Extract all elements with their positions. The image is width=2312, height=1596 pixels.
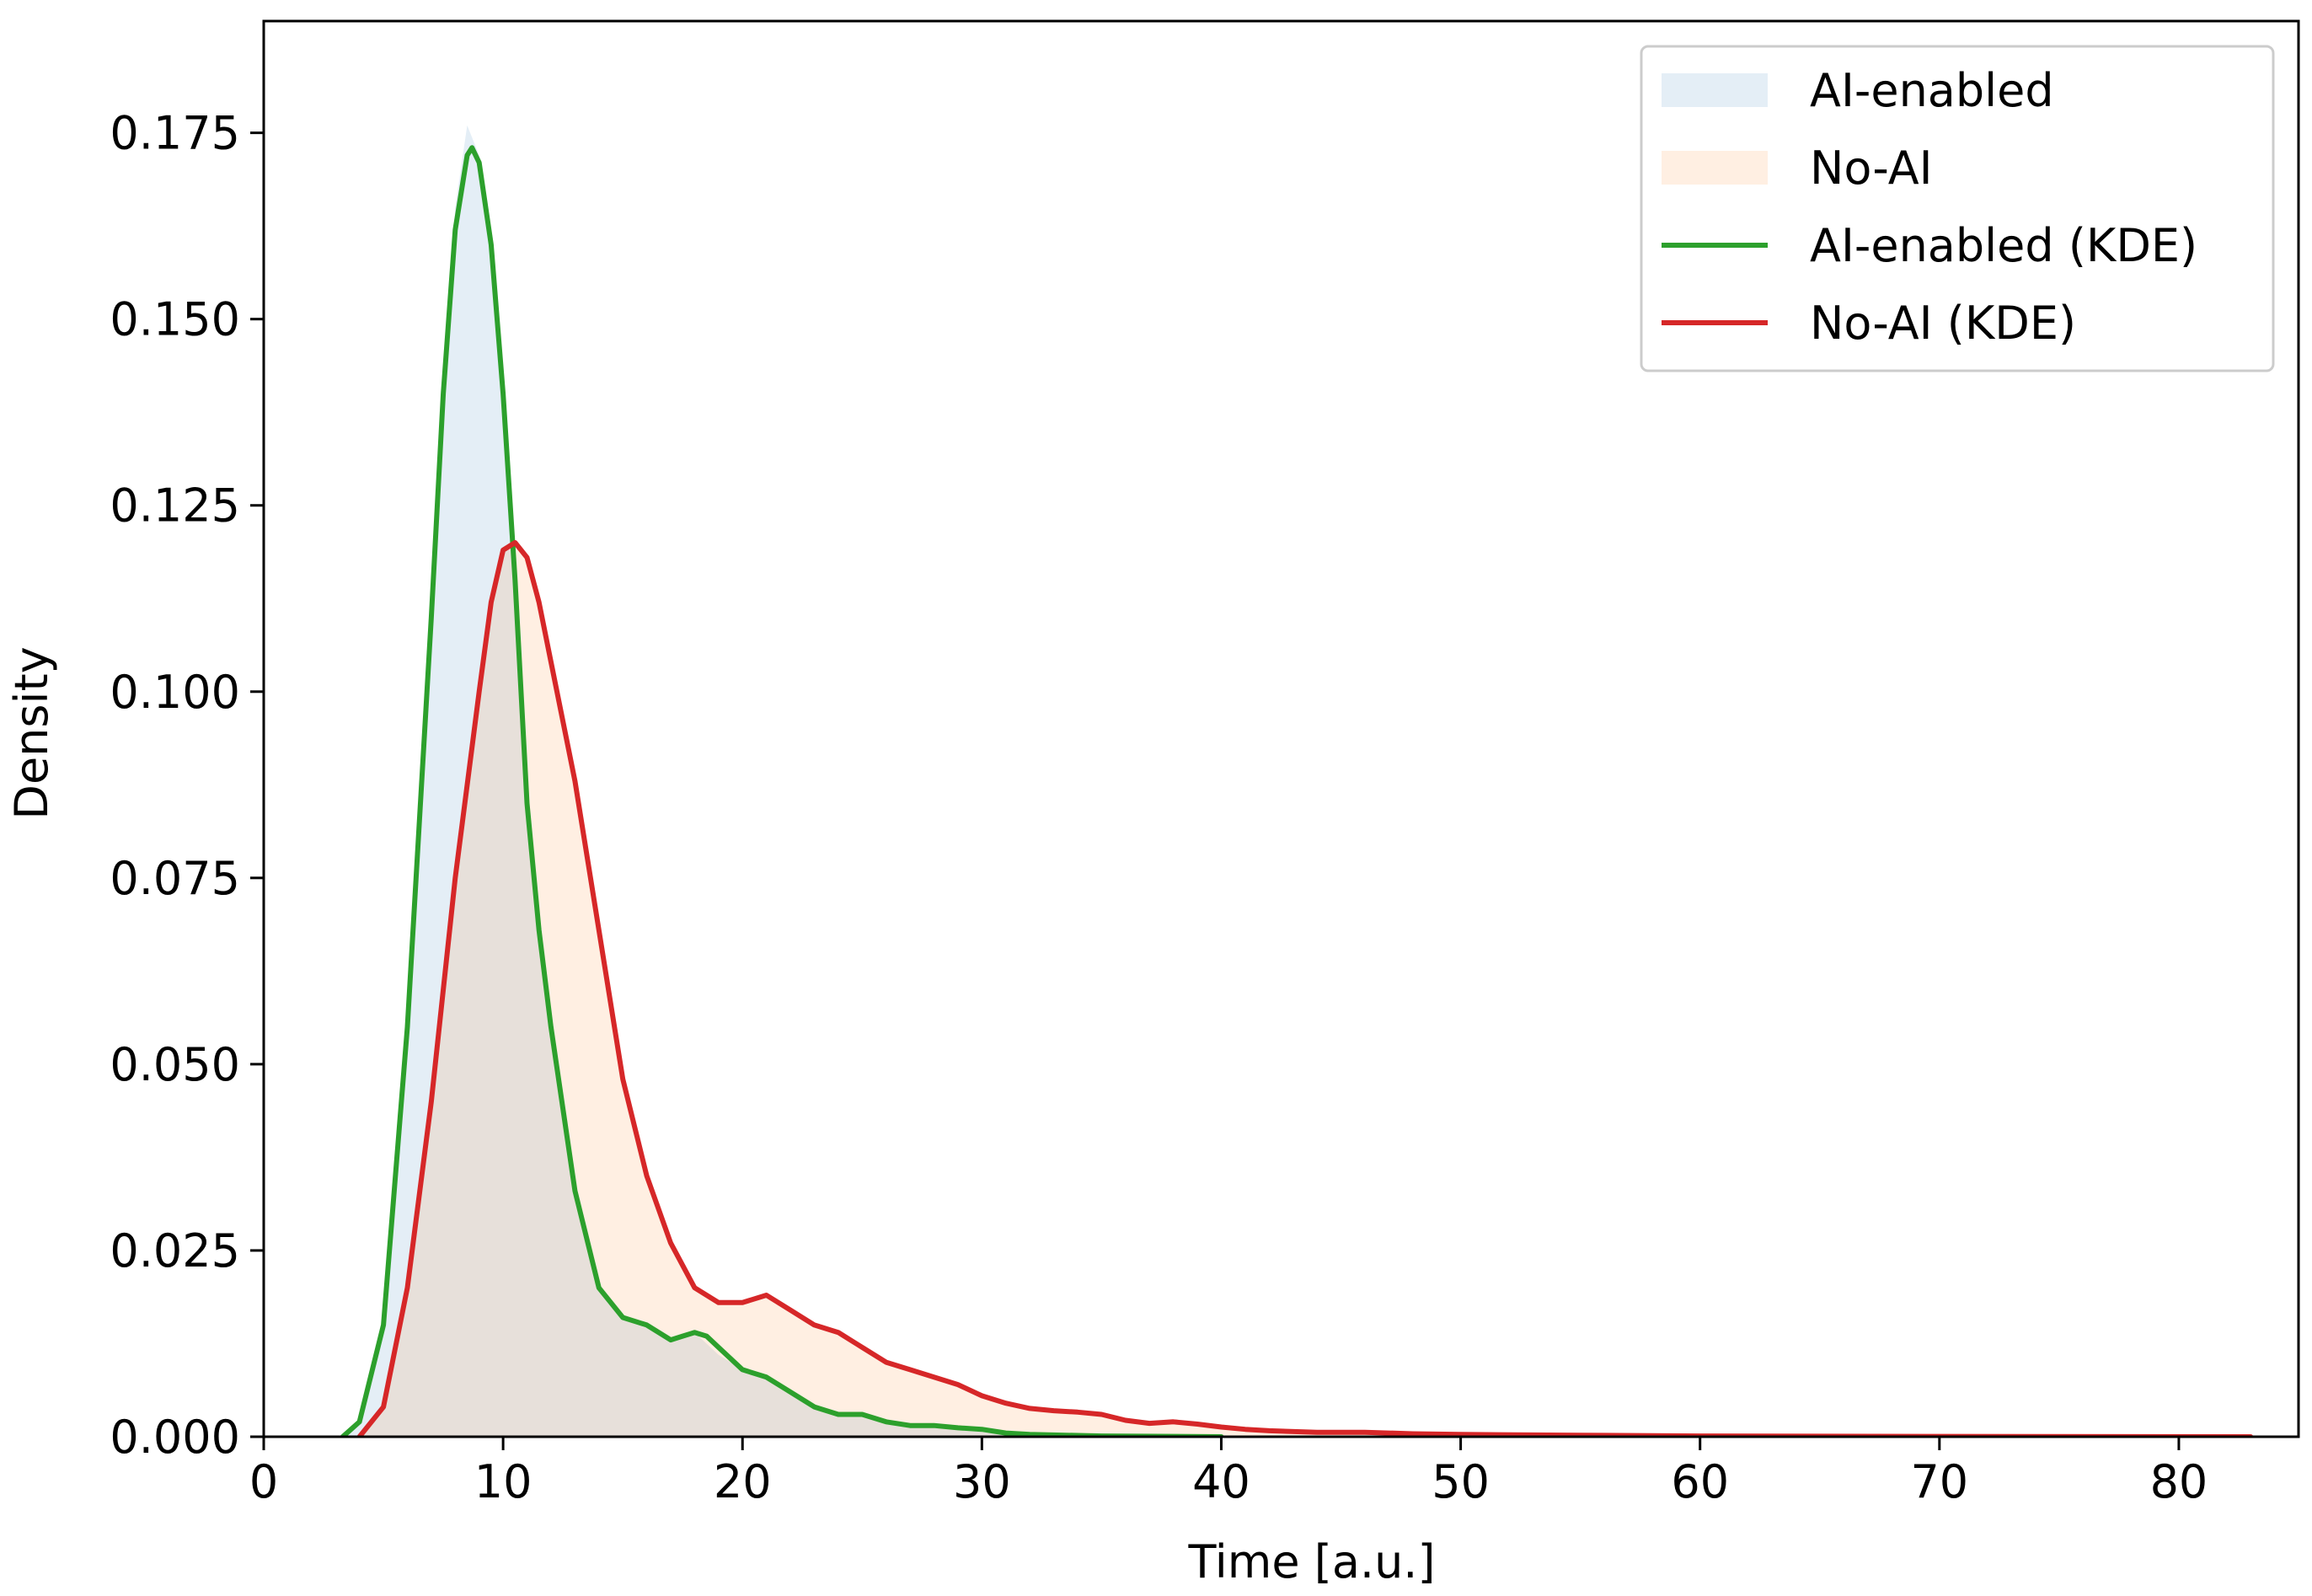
legend: AI-enabled No-AI AI-enabled (KDE) No-AI (KD…: [1640, 45, 2275, 372]
x-tick-label: 40: [1192, 1455, 1250, 1508]
x-tick-label: 60: [1671, 1455, 1729, 1508]
kde-line-no-ai-kde: [356, 539, 2254, 1437]
x-tick-label: 70: [1910, 1455, 1968, 1508]
y-tick-label: 0.125: [110, 479, 240, 533]
histogram-no-ai: [359, 542, 2251, 1437]
y-axis-label: Density: [5, 646, 58, 819]
plot-area: [340, 125, 2254, 1437]
plot-frame: [262, 19, 2300, 1438]
legend-box: [1640, 45, 2275, 372]
y-tick-label: 0.025: [110, 1224, 240, 1277]
y-tick-label: 0.100: [110, 666, 240, 719]
x-tick-label: 20: [714, 1455, 772, 1508]
plot-content: [340, 125, 2254, 1437]
x-tick-label: 50: [1432, 1455, 1490, 1508]
x-tick-label: 80: [2150, 1455, 2208, 1508]
legend-label-no-ai-kde: No-AI (KDE): [1810, 297, 2076, 350]
legend-label-ai-enabled: AI-enabled: [1810, 64, 2054, 117]
legend-swatch-ai-enabled: [1662, 73, 1768, 107]
legend-label-ai-enabled-kde: AI-enabled (KDE): [1810, 219, 2197, 272]
legend-label-no-ai: No-AI: [1810, 142, 1933, 195]
kde-line-ai-enabled-kde: [340, 145, 1224, 1437]
y-tick-label: 0.150: [110, 293, 240, 346]
legend-swatch-no-ai: [1662, 151, 1768, 185]
histogram-ai-enabled: [347, 125, 1222, 1437]
x-tick-label: 0: [249, 1455, 278, 1508]
x-axis-label: Time [a.u.]: [1187, 1535, 1435, 1588]
y-tick-label: 0.050: [110, 1038, 240, 1091]
x-tick-label: 30: [953, 1455, 1011, 1508]
y-tick-label: 0.075: [110, 852, 240, 905]
axes: 0 10 20 30 40 50 60 70 80 0.000 0.025 0.050 0.075 0.1…: [110, 19, 2300, 1508]
x-tick-label: 10: [474, 1455, 533, 1508]
y-tick-label: 0.175: [110, 107, 240, 160]
y-tick-label: 0.000: [110, 1411, 240, 1464]
